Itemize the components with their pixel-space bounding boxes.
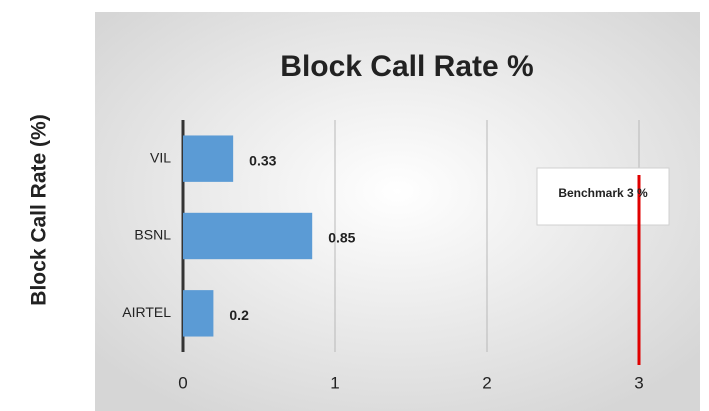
y-tick-label: AIRTEL	[122, 304, 171, 320]
y-axis-label: Block Call Rate (%)	[28, 114, 51, 305]
x-tick-label: 3	[634, 373, 643, 392]
x-tick-label: 1	[330, 373, 339, 392]
x-tick-label: 2	[482, 373, 491, 392]
data-label: 0.2	[229, 307, 249, 323]
y-tick-label: BSNL	[134, 227, 171, 243]
data-label: 0.85	[328, 230, 355, 246]
annotation-text: Benchmark 3 %	[558, 186, 648, 200]
bar	[183, 290, 214, 337]
y-tick-label: VIL	[150, 149, 171, 165]
x-tick-label: 0	[178, 373, 187, 392]
annotation-box	[536, 167, 670, 226]
chart-title: Block Call Rate %	[280, 50, 533, 83]
data-label: 0.33	[249, 152, 276, 168]
bar	[183, 212, 313, 260]
bar	[183, 135, 234, 182]
